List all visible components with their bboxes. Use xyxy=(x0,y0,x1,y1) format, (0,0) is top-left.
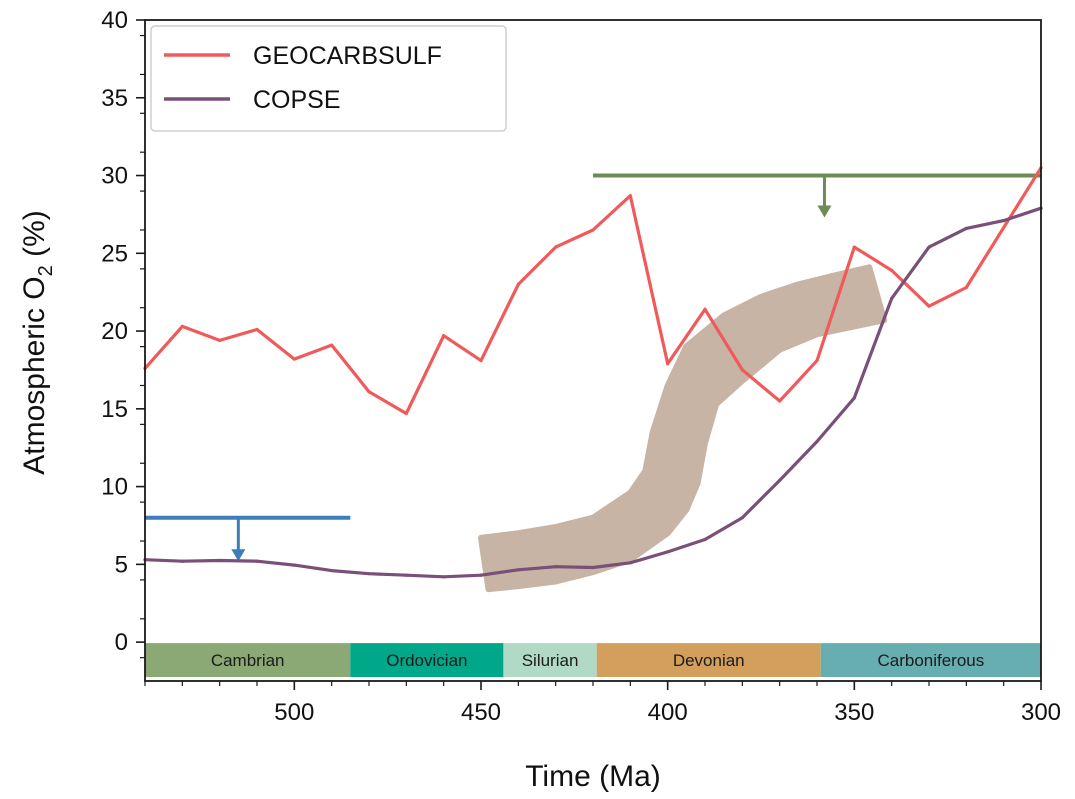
data-point-copse-11 xyxy=(554,565,558,569)
data-point-copse-17 xyxy=(778,478,782,482)
y-tick-label-40: 40 xyxy=(101,7,128,34)
x-axis-title: Time (Ma) xyxy=(525,760,661,793)
data-point-geocarbsulf-3 xyxy=(255,327,259,332)
y-tick-label-15: 15 xyxy=(101,396,128,423)
legend: GEOCARBSULF COPSE xyxy=(150,25,507,132)
data-point-copse-19 xyxy=(852,396,856,400)
series-line-geocarbsulf xyxy=(143,166,1043,416)
x-tick-label-500: 500 xyxy=(274,699,314,726)
legend-label-geocarbsulf: GEOCARBSULF xyxy=(253,42,442,70)
legend-label-copse: COPSE xyxy=(253,86,341,114)
data-point-copse-10 xyxy=(516,568,520,572)
upper-limit-arrow-head-0 xyxy=(231,549,246,562)
data-point-copse-14 xyxy=(666,550,670,554)
geologic-period-bar: Cambrian Ordovician Silurian Devonian Carbon… xyxy=(145,643,1041,677)
data-point-geocarbsulf-4 xyxy=(292,357,296,361)
period-cambrian xyxy=(145,643,351,677)
period-carboniferous xyxy=(820,643,1041,677)
y-tick-label-35: 35 xyxy=(101,85,128,112)
data-point-geocarbsulf-6 xyxy=(367,390,371,394)
data-point-geocarbsulf-16 xyxy=(740,368,744,372)
upper-limit-markers xyxy=(145,173,1041,562)
y-tick-label-10: 10 xyxy=(101,474,128,501)
x-tick-label-350: 350 xyxy=(834,699,874,726)
data-point-geocarbsulf-2 xyxy=(218,338,222,342)
envelope-band xyxy=(478,264,888,593)
y-tick-label-20: 20 xyxy=(101,318,128,345)
data-point-geocarbsulf-13 xyxy=(628,194,632,198)
shaded-envelope xyxy=(478,264,888,593)
y-axis-ticks: 0 5 10 15 20 25 30 35 40 xyxy=(101,7,145,659)
data-point-copse-18 xyxy=(815,439,819,444)
period-label-ordovician: Ordovician xyxy=(386,651,467,670)
data-point-geocarbsulf-19 xyxy=(852,245,856,249)
data-point-copse-3 xyxy=(255,559,259,563)
period-label-cambrian: Cambrian xyxy=(211,651,285,670)
data-point-copse-2 xyxy=(218,558,222,563)
data-point-copse-20 xyxy=(890,296,894,300)
data-point-geocarbsulf-10 xyxy=(516,282,520,286)
y-axis-title-subscript: 2 xyxy=(35,265,57,276)
data-point-geocarbsulf-15 xyxy=(703,307,707,311)
y-tick-label-5: 5 xyxy=(115,551,128,578)
data-point-geocarbsulf-21 xyxy=(927,304,931,308)
y-axis-title: Atmospheric O2 (%) xyxy=(18,210,57,475)
y-tick-label-30: 30 xyxy=(101,163,128,190)
data-point-copse-12 xyxy=(591,565,595,570)
data-point-geocarbsulf-18 xyxy=(815,359,819,363)
y-axis-title-tail: (%) xyxy=(18,210,51,265)
data-point-geocarbsulf-14 xyxy=(666,362,670,366)
data-point-geocarbsulf-12 xyxy=(591,228,595,232)
y-axis-title-main: Atmospheric O xyxy=(18,276,51,474)
data-point-geocarbsulf-5 xyxy=(330,343,334,347)
period-label-devonian: Devonian xyxy=(673,651,745,670)
y-tick-label-0: 0 xyxy=(115,629,128,656)
upper-limit-arrow-head-1 xyxy=(817,205,832,218)
data-point-copse-21 xyxy=(927,245,931,249)
period-silurian xyxy=(503,643,597,677)
data-point-geocarbsulf-11 xyxy=(554,245,558,249)
data-point-geocarbsulf-8 xyxy=(442,334,446,338)
data-point-copse-9 xyxy=(479,573,483,577)
period-label-silurian: Silurian xyxy=(522,651,579,670)
data-point-geocarbsulf-1 xyxy=(180,324,184,328)
data-point-geocarbsulf-20 xyxy=(890,268,894,273)
period-label-carboniferous: Carboniferous xyxy=(877,651,984,670)
data-point-geocarbsulf-17 xyxy=(778,399,782,403)
x-tick-label-450: 450 xyxy=(461,699,501,726)
x-axis-ticks: 500 450 400 350 300 xyxy=(144,681,1061,726)
data-point-copse-8 xyxy=(442,575,446,579)
data-point-copse-5 xyxy=(330,568,334,573)
data-point-geocarbsulf-7 xyxy=(404,411,408,416)
data-point-geocarbsulf-22 xyxy=(964,285,968,290)
data-point-copse-4 xyxy=(292,563,296,567)
legend-box xyxy=(150,25,507,132)
data-point-copse-7 xyxy=(404,573,408,577)
data-point-copse-6 xyxy=(367,572,371,576)
period-devonian xyxy=(596,643,821,677)
data-point-copse-22 xyxy=(964,226,968,231)
data-point-copse-23 xyxy=(1002,219,1006,223)
x-tick-label-300: 300 xyxy=(1021,699,1061,726)
data-point-copse-13 xyxy=(628,561,632,565)
x-tick-label-400: 400 xyxy=(648,699,688,726)
y-tick-label-25: 25 xyxy=(101,240,128,267)
data-point-copse-16 xyxy=(740,516,744,520)
data-point-copse-15 xyxy=(703,537,707,542)
data-point-geocarbsulf-9 xyxy=(479,359,483,363)
period-ordovician xyxy=(350,643,504,677)
series-lines xyxy=(143,166,1043,579)
data-point-copse-1 xyxy=(180,559,184,563)
